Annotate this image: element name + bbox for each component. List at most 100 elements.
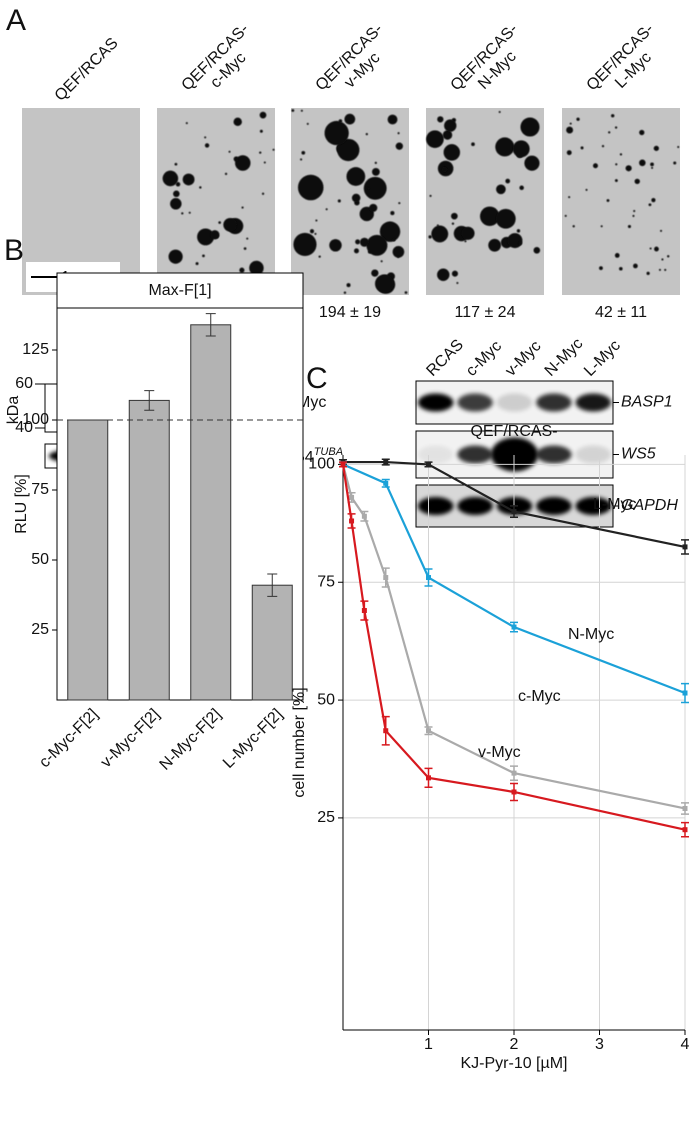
colony [374, 161, 377, 164]
y-tick-label: 50 [317, 691, 335, 708]
colony [175, 182, 181, 187]
colony [426, 130, 444, 148]
colony [395, 142, 403, 150]
colony [566, 126, 574, 134]
colony [329, 239, 342, 252]
y-tick-label: 125 [22, 341, 49, 358]
colony [337, 138, 360, 162]
point [426, 461, 431, 467]
colony [495, 137, 515, 157]
colony [233, 156, 239, 162]
colony [664, 268, 667, 271]
colony [204, 143, 210, 148]
column-label-line: QEF/RCAS [52, 35, 122, 105]
colony [505, 178, 511, 184]
colony [379, 221, 401, 242]
column-label: QEF/RCAS [52, 35, 122, 105]
colony [428, 235, 432, 239]
colony [195, 262, 199, 266]
colony [451, 222, 455, 225]
colony [239, 267, 245, 273]
x-tick-label: c-Myc-F[2] [36, 706, 101, 771]
colony [235, 155, 251, 171]
bar [251, 584, 293, 701]
colony [243, 247, 247, 250]
colony [614, 126, 618, 129]
colony [533, 247, 541, 254]
colony [632, 214, 635, 217]
colony [168, 249, 183, 264]
colony [351, 193, 361, 203]
colony [633, 263, 638, 269]
colony [397, 132, 400, 135]
colony [599, 266, 603, 271]
colony [627, 224, 631, 229]
colony [170, 198, 182, 210]
colony [471, 142, 475, 147]
colony [365, 133, 368, 136]
colony [380, 260, 383, 263]
blot-label: GAPDH [621, 497, 678, 514]
colony [646, 271, 650, 275]
point [682, 544, 688, 550]
colony [451, 270, 458, 277]
band [417, 497, 454, 515]
colony [444, 119, 457, 132]
point [426, 575, 431, 581]
y-tick-label: 25 [317, 809, 335, 826]
colony [397, 256, 400, 259]
colony [519, 185, 524, 191]
band [490, 437, 539, 472]
colony [566, 150, 572, 156]
colony [442, 130, 453, 140]
colony-count: 42 ± 11 [595, 304, 647, 321]
colony [223, 218, 237, 232]
colony [185, 122, 188, 125]
band [575, 445, 612, 464]
point [349, 518, 355, 524]
colony [291, 109, 295, 112]
lane-label: N-Myc [542, 335, 587, 380]
point [682, 827, 688, 833]
error-bar [267, 573, 278, 597]
colony [241, 206, 244, 209]
colony [677, 146, 680, 149]
colony [249, 260, 264, 276]
colony [524, 155, 540, 171]
unit-label: kDa [5, 396, 22, 425]
error-bar [205, 313, 216, 337]
colony [363, 176, 387, 200]
colony [585, 188, 588, 191]
colony [592, 163, 598, 169]
colony [611, 114, 615, 118]
point [682, 805, 688, 811]
error-bar [144, 390, 155, 411]
lane-label: c-Myc [463, 338, 505, 380]
x-tick-label: 3 [595, 1036, 604, 1053]
point [426, 728, 431, 734]
point [361, 608, 367, 614]
colony [355, 239, 361, 245]
y-tick-label: 75 [317, 573, 335, 590]
marker-label: 60 [15, 375, 33, 392]
colony [615, 163, 618, 166]
colony [429, 194, 432, 198]
colony [398, 202, 401, 205]
colony [639, 129, 645, 136]
colony [569, 122, 572, 125]
colony [188, 211, 191, 214]
colony [233, 117, 242, 127]
point [340, 461, 346, 467]
colony [437, 268, 450, 281]
point [349, 494, 355, 500]
bar [190, 324, 232, 701]
series-label: L-Myc [593, 496, 637, 513]
colony [507, 233, 523, 249]
colony [673, 161, 677, 165]
colony-image [291, 108, 409, 295]
colony [436, 224, 439, 227]
colony [325, 208, 328, 211]
colony [464, 240, 467, 243]
colony [518, 241, 523, 246]
point [383, 459, 389, 465]
